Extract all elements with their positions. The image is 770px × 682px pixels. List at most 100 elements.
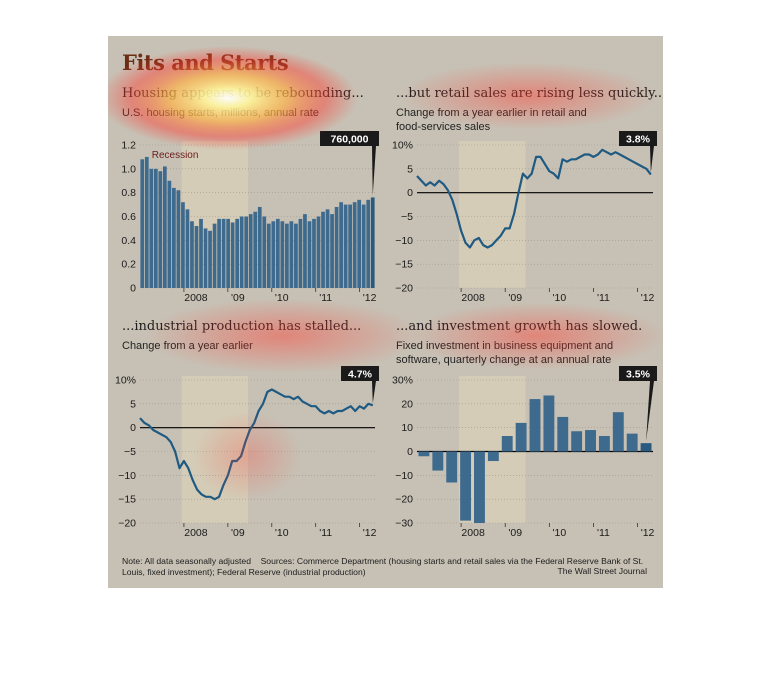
bar — [370, 197, 375, 288]
series-line — [416, 148, 652, 249]
bar — [212, 223, 217, 288]
bar — [446, 451, 458, 483]
y-tick-label: 1.0 — [121, 163, 136, 175]
callout-pointer — [650, 146, 654, 173]
bar — [307, 221, 312, 288]
y-tick-label: 1.2 — [121, 140, 136, 152]
bar — [312, 218, 316, 288]
housing-title: Housing appears to be rebounding... — [122, 86, 364, 101]
y-tick-label: 0.4 — [121, 235, 136, 247]
y-tick-label: 20 — [401, 398, 413, 410]
y-tick-label: 0 — [407, 446, 413, 458]
bar — [343, 204, 348, 288]
bar — [280, 221, 285, 288]
industrial-subtitle: Change from a year earlier — [122, 340, 253, 352]
bar — [543, 395, 555, 452]
bar — [316, 216, 321, 288]
callout-pointer — [372, 146, 376, 196]
callout-box — [619, 131, 657, 146]
y-tick-label: 0.8 — [121, 187, 136, 199]
bar — [515, 422, 527, 452]
x-tick-label: '12 — [363, 527, 377, 539]
y-tick-label: −20 — [395, 283, 413, 295]
y-tick-label: 30% — [392, 375, 413, 387]
x-tick-label: 2008 — [461, 527, 485, 539]
bar — [239, 216, 244, 288]
y-tick-label: −10 — [395, 235, 413, 247]
x-tick-label: '11 — [597, 292, 610, 304]
bar — [176, 190, 181, 288]
bar — [275, 218, 280, 288]
x-tick-label: '11 — [319, 527, 332, 539]
bar — [235, 218, 240, 288]
y-tick-label: −20 — [118, 518, 136, 530]
y-tick-label: 5 — [407, 163, 413, 175]
x-tick-label: '12 — [641, 292, 655, 304]
callout-pointer — [372, 381, 376, 404]
y-tick-label: 10% — [115, 375, 136, 387]
bar — [226, 218, 230, 288]
x-tick-label: 2008 — [184, 527, 208, 539]
bar — [158, 171, 163, 288]
x-tick-label: '12 — [363, 292, 377, 304]
y-tick-label: −5 — [124, 446, 136, 458]
x-tick-label: '09 — [508, 527, 522, 539]
bar — [460, 451, 472, 521]
y-tick-label: −30 — [395, 518, 413, 530]
bar — [303, 214, 307, 288]
x-tick-label: '09 — [231, 527, 245, 539]
x-tick-label: '11 — [597, 527, 610, 539]
y-tick-label: 0 — [130, 422, 136, 434]
callout-pointer — [646, 381, 654, 442]
bar — [257, 206, 262, 288]
bar — [248, 214, 253, 288]
bar — [585, 430, 596, 452]
bar — [294, 223, 298, 288]
bar — [190, 221, 194, 288]
x-tick-label: '10 — [552, 292, 566, 304]
bar — [357, 199, 362, 288]
bar — [325, 209, 330, 288]
bar — [140, 159, 145, 288]
bar — [626, 433, 638, 452]
x-tick-label: '09 — [231, 292, 245, 304]
bar — [432, 451, 444, 471]
x-tick-label: 2008 — [184, 292, 208, 304]
bar — [162, 166, 167, 288]
bar — [194, 226, 199, 288]
bar — [208, 230, 212, 288]
x-tick-label: '10 — [552, 527, 566, 539]
bar — [172, 187, 176, 288]
bar — [501, 436, 513, 452]
y-tick-label: −5 — [401, 211, 413, 223]
callout-value: 760,000 — [331, 134, 369, 146]
bar — [253, 211, 258, 288]
bar — [230, 222, 235, 288]
bar — [474, 451, 485, 523]
bar — [330, 214, 334, 288]
y-tick-label: 0 — [407, 187, 413, 199]
callout-value: 3.8% — [626, 134, 651, 146]
bar — [266, 223, 271, 288]
bar — [144, 156, 149, 288]
note-text: Note: All data seasonally adjusted — [122, 556, 251, 566]
bar — [153, 168, 158, 288]
housing-starts-chart: 0 0.2 0.4 0.6 0.8 1.0 1.2 2008 '09 '10 '11 '12 Reces… — [121, 131, 379, 304]
y-tick-label: 0.6 — [121, 211, 136, 223]
bar — [640, 443, 652, 452]
bar — [557, 416, 569, 452]
bar — [262, 216, 267, 288]
bar — [185, 209, 190, 288]
bar — [199, 218, 203, 288]
y-tick-label: −15 — [395, 259, 413, 271]
investment-chart: −30 −20 −10 0 10 20 30% 2008 '09 '10 '11 '12 3.5% — [392, 366, 657, 539]
bar — [149, 168, 154, 288]
x-tick-label: '10 — [275, 292, 289, 304]
bar — [271, 221, 276, 288]
y-tick-label: 10 — [401, 422, 413, 434]
retail-sales-chart: −20 −15 −10 −5 0 5 10% 2008 '09 '10 '11 '12 3.8% — [392, 131, 657, 304]
bar — [487, 451, 499, 462]
x-tick-label: 2008 — [461, 292, 485, 304]
x-tick-label: '12 — [641, 527, 655, 539]
y-tick-label: 5 — [130, 398, 136, 410]
